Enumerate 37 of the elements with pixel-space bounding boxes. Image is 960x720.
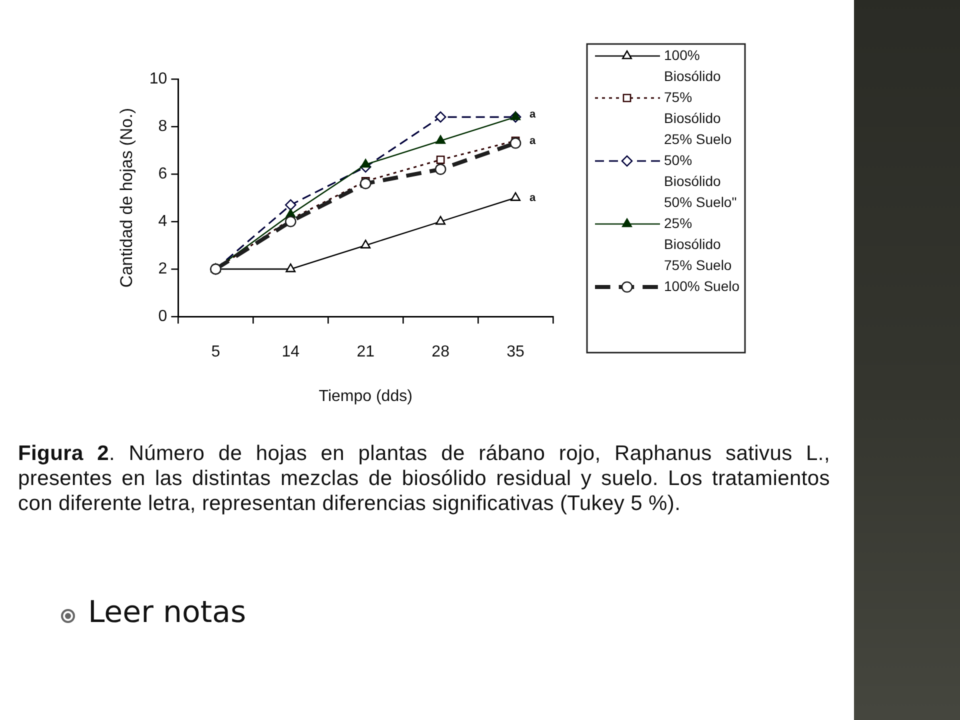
y-tick-label: 2 [158, 260, 168, 278]
point [284, 199, 296, 211]
annotation: a [530, 108, 537, 121]
y-axis-title: Cantidad de hojas (No.) [116, 108, 136, 288]
x-tick-label: 14 [282, 344, 300, 361]
x-tick-label: 35 [506, 344, 525, 361]
annotation: a [530, 134, 537, 147]
legend-label: 100% Suelo [664, 278, 740, 294]
legend-label: 25% Biosólido 75% Suelo [664, 214, 732, 273]
x-tick-label: 28 [432, 344, 450, 361]
legend-label: 50% Biosólido 50% Suelo" [664, 152, 737, 210]
point [436, 135, 446, 144]
point [286, 263, 296, 272]
annotation: a [530, 192, 537, 204]
point [360, 158, 371, 168]
point [436, 156, 445, 164]
point [510, 192, 520, 201]
point [510, 111, 520, 120]
point [436, 216, 446, 225]
text: Leer notas [88, 594, 246, 632]
legend-label: 100% Biosólido [664, 46, 722, 84]
legend-label: 75% Biosólido 25% Suelo [664, 88, 732, 147]
point [434, 111, 446, 123]
y-tick-label: 4 [158, 212, 168, 230]
x-tick-label: 5 [211, 344, 220, 361]
point [434, 164, 446, 175]
point [360, 178, 372, 190]
y-tick-label: 10 [149, 70, 168, 88]
y-tick-label: 6 [158, 165, 168, 182]
point [360, 240, 371, 248]
point [284, 216, 296, 228]
x-axis-title: Tiempo (dds) [318, 388, 412, 405]
y-tick-label: 0 [158, 308, 168, 326]
point [510, 138, 522, 149]
x-tick-label: 21 [356, 344, 375, 361]
y-tick-label: 8 [158, 118, 168, 135]
text: Figura 2. Número de hojas en plantas de rábano rojo, Raphanus sativus L., presentes en las distintas mezclas de biosólido residual y suelo. Los tratamientos con diferente letra, representan diferencias significativas (Tukey 5 %). [18, 441, 830, 516]
